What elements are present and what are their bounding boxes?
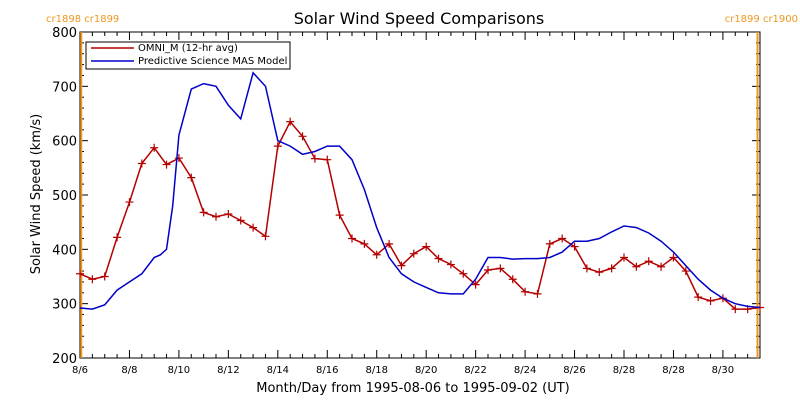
data-point-marker <box>409 249 418 258</box>
x-tick-label: 8/10 <box>168 365 190 376</box>
x-tick-label: 8/20 <box>415 365 437 376</box>
plot-frame <box>79 31 761 359</box>
data-point-marker <box>212 212 220 221</box>
data-point-marker <box>88 275 97 284</box>
x-tick-label: 8/18 <box>365 365 387 376</box>
y-tick-label: 300 <box>52 298 77 313</box>
data-point-marker <box>434 254 443 263</box>
legend-box <box>85 41 291 70</box>
y-tick-label: 500 <box>52 189 77 204</box>
x-tick-label: 8/8 <box>121 365 137 376</box>
data-point-marker <box>620 253 628 262</box>
data-point-marker <box>471 280 480 289</box>
data-point-marker <box>422 242 431 251</box>
x-tick-label: 8/6 <box>72 365 88 376</box>
data-point-marker <box>323 155 332 164</box>
data-point-marker <box>310 154 319 163</box>
data-point-marker <box>76 269 84 278</box>
carrington-rotation-label-right: cr1899 cr1900 <box>725 14 798 25</box>
x-tick-label: 8/24 <box>514 365 536 376</box>
x-axis-label: Month/Day from 1995-08-06 to 1995-09-02 … <box>256 381 569 396</box>
y-tick-label: 700 <box>52 80 77 95</box>
data-point-marker <box>150 143 159 152</box>
data-point-marker <box>657 262 666 271</box>
data-point-marker <box>372 250 381 259</box>
data-point-marker <box>533 289 542 298</box>
y-tick-label: 800 <box>52 26 77 41</box>
data-point-marker <box>224 210 233 219</box>
data-point-marker <box>459 269 468 278</box>
data-point-marker <box>348 234 356 243</box>
data-point-marker <box>261 232 270 241</box>
data-point-marker <box>236 216 245 225</box>
legend-label-mas: Predictive Science MAS Model <box>138 56 287 67</box>
data-point-marker <box>681 267 690 276</box>
data-point-marker <box>385 239 394 248</box>
x-tick-label: 8/12 <box>217 365 239 376</box>
series-line-mas <box>79 71 761 310</box>
x-tick-label: 8/14 <box>267 365 289 376</box>
y-tick-label: 600 <box>52 135 77 150</box>
x-tick-label: 8/26 <box>563 365 585 376</box>
x-tick-label: 8/28 <box>662 365 684 376</box>
data-point-marker <box>397 261 406 270</box>
data-point-marker <box>360 239 369 248</box>
data-point-marker <box>694 293 703 302</box>
series-line-omni <box>79 120 761 310</box>
data-point-marker <box>632 262 641 271</box>
data-point-marker <box>484 265 492 274</box>
y-tick-label: 400 <box>52 243 77 258</box>
data-point-marker <box>273 142 282 151</box>
data-point-marker <box>298 132 307 141</box>
data-point-marker <box>545 239 554 248</box>
data-point-marker <box>162 160 171 169</box>
data-point-marker <box>125 198 134 207</box>
x-tick-label: 8/16 <box>316 365 338 376</box>
x-tick-label: 8/28 <box>613 365 635 376</box>
x-tick-label: 8/30 <box>712 365 734 376</box>
data-point-marker <box>496 264 505 273</box>
data-point-marker <box>558 234 567 243</box>
legend: OMNI_M (12-hr avg) Predictive Science MA… <box>85 41 291 70</box>
data-point-marker <box>607 264 616 273</box>
carrington-rotation-label-left: cr1898 cr1899 <box>46 14 119 25</box>
data-point-marker <box>570 242 579 251</box>
data-point-marker <box>335 211 344 220</box>
data-point-marker <box>113 233 122 242</box>
data-point-marker <box>731 305 740 314</box>
data-point-marker <box>249 223 258 232</box>
data-point-marker <box>187 173 196 182</box>
chart-title: Solar Wind Speed Comparisons <box>294 9 545 28</box>
plot-area: 200 300 400 500 600 700 800 8/6 8/8 8/10 8/12 8/14 8… <box>52 26 764 376</box>
y-tick-label: 200 <box>52 352 77 367</box>
data-point-marker <box>286 117 295 126</box>
data-point-marker <box>669 253 678 262</box>
data-point-marker <box>706 296 715 305</box>
data-point-marker <box>508 275 517 284</box>
data-point-marker <box>595 268 604 277</box>
data-point-marker <box>137 159 146 168</box>
data-point-marker <box>644 257 653 266</box>
y-axis-label: Solar Wind Speed (km/s) <box>29 114 44 274</box>
data-point-marker <box>199 208 208 217</box>
data-point-marker <box>521 287 530 296</box>
data-point-marker <box>446 260 455 269</box>
legend-label-omni: OMNI_M (12-hr avg) <box>138 43 238 54</box>
x-tick-label: 8/22 <box>464 365 486 376</box>
data-point-marker <box>100 272 109 281</box>
data-point-marker <box>582 264 591 273</box>
